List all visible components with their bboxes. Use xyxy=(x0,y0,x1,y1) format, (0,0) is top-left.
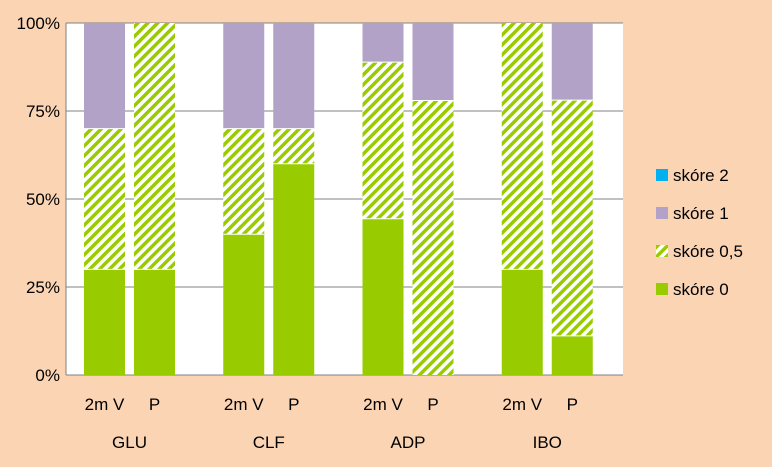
x-tick-label: 2m V xyxy=(85,395,125,414)
bar-sk-re-0-5 xyxy=(412,100,454,375)
legend-label: skóre 0,5 xyxy=(673,242,743,261)
bar-sk-re-0 xyxy=(551,335,593,375)
x-tick-label: 2m V xyxy=(502,395,542,414)
bar-sk-re-0-5 xyxy=(501,23,543,270)
x-group-label: GLU xyxy=(112,433,147,452)
bar-sk-re-0 xyxy=(501,269,543,375)
bar-sk-re-1 xyxy=(273,23,315,129)
bar-sk-re-0-5 xyxy=(362,62,404,219)
y-tick-label: 75% xyxy=(26,102,60,121)
bar-sk-re-0 xyxy=(134,269,175,375)
legend-swatch xyxy=(656,245,668,257)
bar-sk-re-0-5 xyxy=(134,23,175,270)
bar-sk-re-1 xyxy=(551,23,593,101)
bars xyxy=(84,23,593,375)
x-group-label: CLF xyxy=(253,433,285,452)
y-tick-label: 0% xyxy=(35,366,60,385)
x-tick-label: P xyxy=(567,395,578,414)
legend-label: skóre 1 xyxy=(673,204,729,223)
x-group-label: ADP xyxy=(391,433,426,452)
legend-swatch xyxy=(656,169,668,181)
y-tick-label: 50% xyxy=(26,190,60,209)
y-axis-ticks: 0% 25% 50% 75% 100% xyxy=(17,14,60,385)
bar-sk-re-1 xyxy=(362,23,404,63)
y-tick-label: 100% xyxy=(17,14,60,33)
x-tick-label: 2m V xyxy=(224,395,264,414)
y-tick-label: 25% xyxy=(26,278,60,297)
bar-sk-re-0 xyxy=(362,218,404,375)
legend-label: skóre 2 xyxy=(673,166,729,185)
x-tick-label: P xyxy=(288,395,299,414)
bar-sk-re-0-5 xyxy=(223,128,265,235)
bar-sk-re-1 xyxy=(84,23,125,129)
x-group-label: IBO xyxy=(533,433,562,452)
x-tick-label: 2m V xyxy=(363,395,403,414)
legend-swatch xyxy=(656,207,668,219)
bar-sk-re-0-5 xyxy=(551,100,593,336)
bar-sk-re-0-5 xyxy=(273,128,315,164)
bar-sk-re-1 xyxy=(412,23,454,101)
bar-sk-re-0 xyxy=(84,269,125,375)
bar-sk-re-0 xyxy=(273,163,315,375)
x-tick-label: P xyxy=(149,395,160,414)
x-tick-label: P xyxy=(427,395,438,414)
bar-sk-re-0-5 xyxy=(84,128,125,270)
bar-sk-re-0 xyxy=(223,234,265,375)
legend-swatch xyxy=(656,283,668,295)
legend: skóre 2 skóre 1 skóre 0,5 skóre 0 xyxy=(656,166,743,299)
legend-label: skóre 0 xyxy=(673,280,729,299)
bar-sk-re-1 xyxy=(223,23,265,129)
